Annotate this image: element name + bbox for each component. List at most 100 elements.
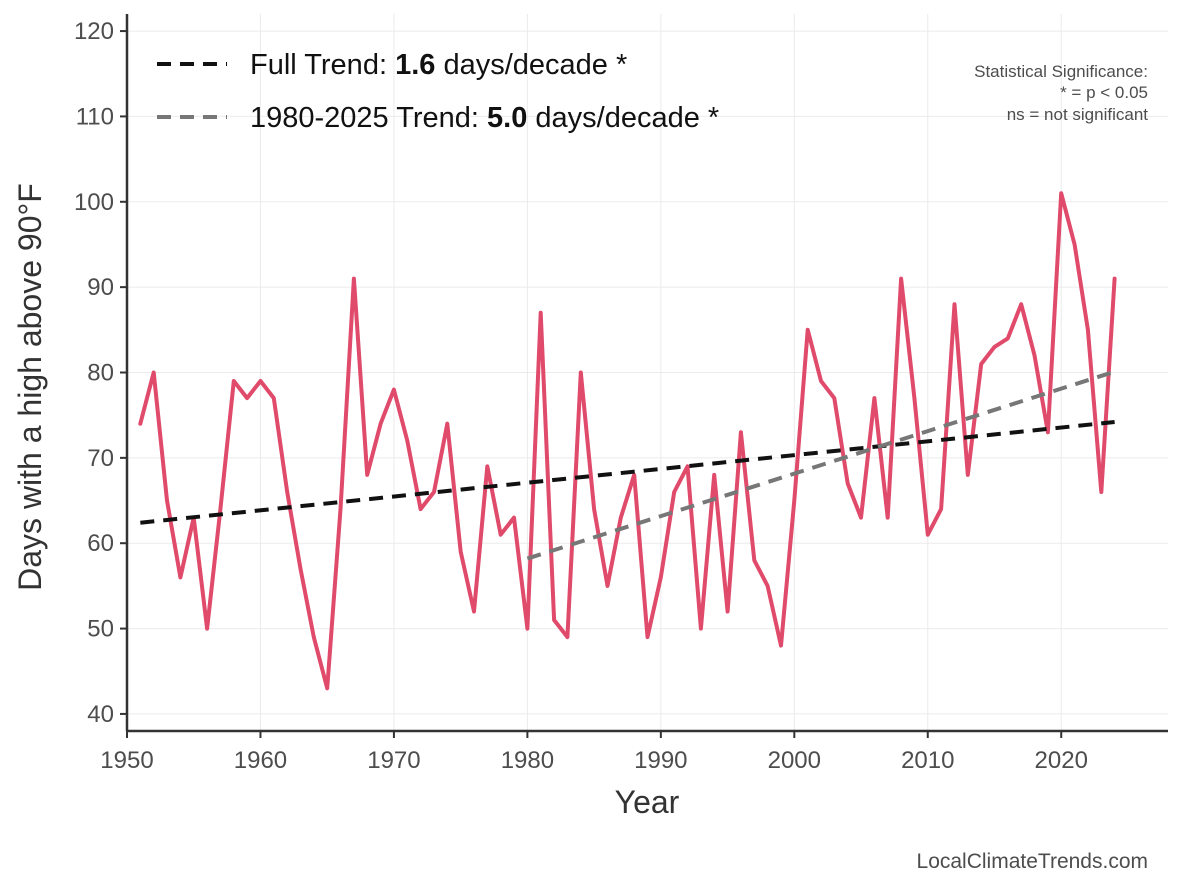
- data-point: [1113, 277, 1117, 281]
- data-point: [899, 277, 903, 281]
- data-point: [926, 533, 930, 537]
- legend-slope: 5.0: [487, 102, 527, 134]
- data-point: [459, 550, 463, 554]
- data-series: [138, 191, 1117, 691]
- data-point: [539, 311, 543, 315]
- data-point: [766, 584, 770, 588]
- annotation-line: Statistical Significance:: [974, 62, 1148, 81]
- legend-prefix: Full Trend:: [250, 49, 395, 81]
- legend-label-full-trend: Full Trend: 1.6 days/decade *: [250, 49, 627, 81]
- data-point: [339, 507, 343, 511]
- data-point: [205, 627, 209, 631]
- data-point: [739, 430, 743, 434]
- data-point: [846, 481, 850, 485]
- tick-labels: 40 50 60 70 80 90 100 110 120 1950 1960 1970 1980 199…: [74, 18, 1088, 774]
- data-point: [352, 277, 356, 281]
- legend-suffix: days/decade *: [527, 102, 719, 134]
- data-point: [579, 371, 583, 374]
- x-tick-label: 1980: [501, 747, 554, 774]
- data-point: [432, 490, 436, 494]
- data-point: [979, 362, 983, 366]
- data-point: [419, 507, 423, 511]
- data-point: [299, 567, 302, 571]
- data-point: [285, 490, 289, 494]
- x-tick-label: 1970: [367, 747, 420, 774]
- data-point: [245, 396, 249, 400]
- x-tick-label: 1990: [634, 747, 687, 774]
- data-point: [1073, 242, 1077, 246]
- data-point: [993, 345, 996, 349]
- data-point: [392, 388, 396, 392]
- x-tick-label: 1960: [234, 747, 287, 774]
- data-point: [659, 575, 663, 579]
- y-axis-title: Days with a high above 90°F: [12, 183, 48, 591]
- data-point: [726, 610, 730, 613]
- y-tick-label: 90: [87, 274, 114, 301]
- data-point: [552, 618, 556, 622]
- legend-slope: 1.6: [395, 49, 435, 81]
- data-point: [525, 627, 529, 631]
- data-point: [712, 473, 716, 477]
- data-point: [472, 610, 476, 613]
- data-point: [806, 328, 810, 332]
- data-point: [379, 422, 383, 426]
- data-point: [565, 635, 569, 639]
- data-point: [1099, 490, 1103, 494]
- data-point: [819, 379, 823, 383]
- data-point: [325, 686, 329, 690]
- trend-line: [140, 420, 1115, 525]
- x-tick-label: 2000: [768, 747, 821, 774]
- data-point: [512, 516, 516, 520]
- y-tick-label: 100: [74, 189, 114, 216]
- data-point: [859, 516, 863, 520]
- data-point: [218, 507, 222, 511]
- data-point: [499, 533, 503, 537]
- data-point: [832, 396, 836, 400]
- data-point: [1006, 336, 1010, 340]
- data-point: [699, 627, 703, 631]
- data-point: [405, 439, 409, 443]
- data-point: [365, 473, 369, 477]
- trend-line: [526, 369, 1116, 561]
- data-point: [1086, 328, 1090, 332]
- data-point: [258, 379, 262, 383]
- data-point: [1019, 302, 1023, 306]
- data-point: [672, 490, 676, 494]
- data-point: [485, 464, 489, 468]
- significance-annotation: Statistical Significance: * = p < 0.05 n…: [974, 62, 1148, 124]
- data-point: [912, 396, 916, 400]
- axes: [120, 14, 1168, 738]
- data-point: [939, 507, 943, 511]
- data-point: [592, 507, 596, 511]
- series-line: [138, 191, 1117, 691]
- data-point: [605, 584, 609, 588]
- data-point: [445, 422, 449, 426]
- data-point: [686, 464, 690, 468]
- legend-label-1980-trend: 1980-2025 Trend: 5.0 days/decade *: [250, 102, 719, 134]
- data-point: [272, 396, 276, 400]
- data-point: [886, 516, 890, 520]
- data-point: [1059, 191, 1063, 195]
- annotation-line: * = p < 0.05: [1060, 83, 1148, 102]
- legend-prefix: 1980-2025 Trend:: [250, 102, 487, 134]
- annotation-line: ns = not significant: [1007, 105, 1149, 124]
- data-point: [312, 635, 316, 639]
- x-tick-label: 2020: [1035, 747, 1088, 774]
- data-point: [165, 499, 169, 503]
- data-point: [1046, 430, 1050, 434]
- legend-suffix: days/decade *: [435, 49, 627, 81]
- y-tick-label: 70: [87, 445, 114, 472]
- x-axis-title: Year: [615, 784, 680, 820]
- data-point: [752, 558, 756, 562]
- x-tick-label: 2010: [901, 747, 954, 774]
- data-point: [779, 644, 783, 648]
- data-point: [232, 379, 236, 383]
- data-point: [138, 422, 142, 426]
- data-point: [1033, 353, 1037, 357]
- data-point: [872, 396, 876, 400]
- data-point: [792, 499, 796, 503]
- data-point: [966, 473, 970, 477]
- y-tick-label: 80: [87, 360, 114, 387]
- y-tick-label: 60: [87, 530, 114, 557]
